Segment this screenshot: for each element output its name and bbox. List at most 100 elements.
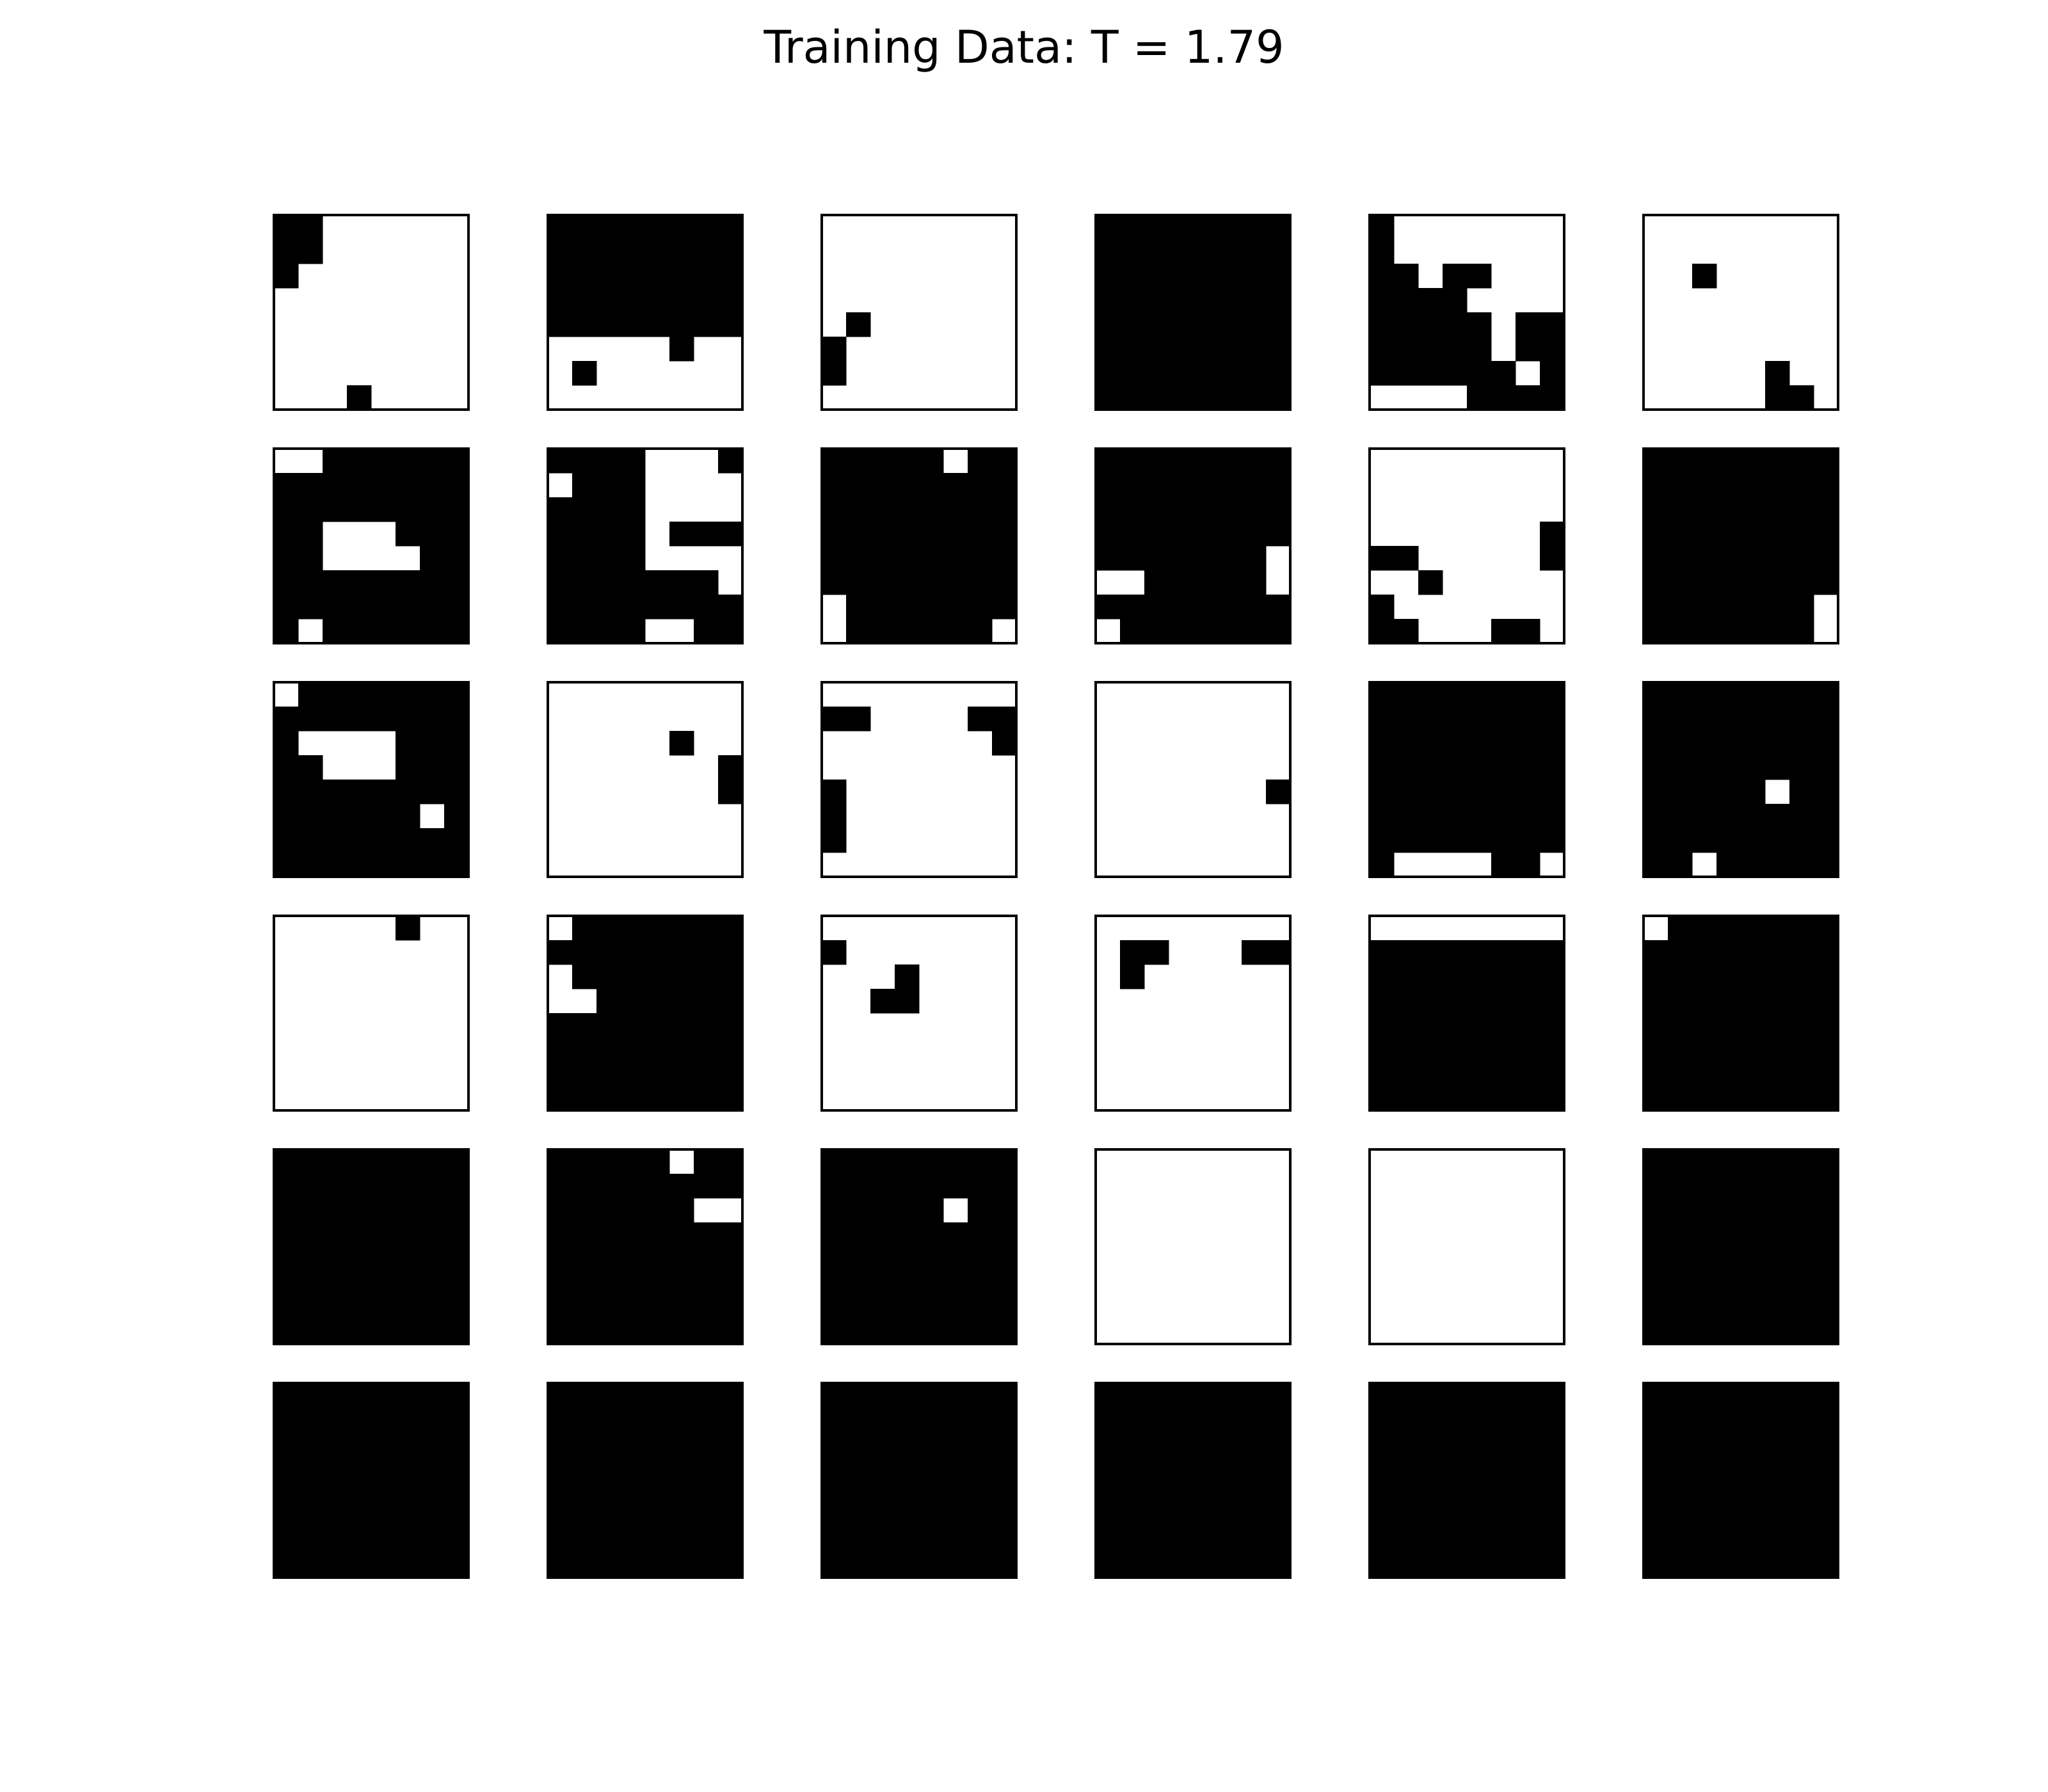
spin-cell	[396, 449, 420, 474]
spin-cell	[822, 522, 847, 547]
spin-cell	[548, 1086, 573, 1111]
spin-cell	[1242, 312, 1267, 337]
spin-cell	[992, 497, 1017, 522]
spin-cell	[694, 1553, 719, 1578]
spin-cell	[621, 1553, 646, 1578]
spin-cell	[1692, 1505, 1717, 1530]
spin-cell	[919, 1456, 944, 1481]
spin-cell	[943, 1456, 968, 1481]
spin-cell	[548, 449, 573, 474]
spin-cell	[420, 570, 445, 595]
spin-cell	[822, 1198, 847, 1223]
spin-cell	[1540, 964, 1565, 989]
spin-cell	[1370, 1456, 1395, 1481]
spin-cell	[1242, 1383, 1267, 1408]
spin-cell	[1418, 804, 1443, 829]
spin-cell	[572, 1432, 597, 1457]
spin-cell	[822, 707, 847, 732]
spin-cell	[274, 1480, 299, 1505]
spin-cell	[1120, 595, 1145, 620]
panel-frame	[273, 1382, 470, 1579]
spin-cell	[572, 1247, 597, 1272]
spin-cell	[444, 731, 469, 756]
spin-cell	[846, 449, 871, 474]
spin-cell	[1765, 964, 1790, 989]
spin-cell	[548, 1456, 573, 1481]
spin-cell	[420, 1480, 445, 1505]
spin-cell	[1370, 361, 1395, 386]
panel-frame	[273, 915, 470, 1112]
spin-cell	[548, 1432, 573, 1457]
spin-cell	[895, 1456, 920, 1481]
spin-cell	[274, 522, 299, 547]
spin-cell	[1644, 989, 1668, 1014]
spin-cell	[1668, 964, 1693, 989]
spin-cell	[621, 1037, 646, 1062]
spin-cell	[694, 522, 719, 547]
spin-cell	[371, 828, 396, 853]
spin-cell	[1814, 804, 1839, 829]
spin-cell	[596, 522, 621, 547]
spin-cell	[298, 682, 323, 707]
spin-cell	[596, 312, 621, 337]
spin-cell	[444, 619, 469, 644]
spin-cell	[992, 570, 1017, 595]
spin-cell	[371, 1456, 396, 1481]
spin-cell	[1716, 1037, 1741, 1062]
spin-cell	[1716, 1149, 1741, 1174]
spin-cell	[645, 964, 670, 989]
spin-cell	[596, 497, 621, 522]
spin-cell	[718, 1149, 743, 1174]
spin-cell	[396, 1198, 420, 1223]
spin-cell	[548, 1529, 573, 1554]
spin-cell	[1266, 780, 1291, 804]
spin-cell	[943, 1295, 968, 1320]
spin-cell	[992, 1456, 1017, 1481]
spin-cell	[444, 1174, 469, 1199]
spin-cell	[1144, 1407, 1169, 1432]
spin-cell	[444, 852, 469, 877]
panel-frame	[547, 1382, 744, 1579]
spin-cell	[1668, 473, 1693, 498]
spin-cell	[1169, 1407, 1194, 1432]
spin-cell	[1668, 852, 1693, 877]
spin-cell	[572, 546, 597, 571]
spin-cell	[347, 1505, 372, 1530]
spin-cell	[1765, 1480, 1790, 1505]
spin-cell	[1692, 755, 1717, 780]
spin-cell	[1120, 1456, 1145, 1481]
spin-cell	[274, 1432, 299, 1457]
spin-cell	[1668, 682, 1693, 707]
spin-cell	[1814, 755, 1839, 780]
spin-cell	[694, 1149, 719, 1174]
spin-cell	[968, 1383, 993, 1408]
spin-cell	[621, 916, 646, 941]
spin-cell	[822, 828, 847, 853]
spin-cell	[1096, 1407, 1121, 1432]
spin-cell	[1789, 473, 1814, 498]
spin-cell	[1217, 570, 1242, 595]
spin-cell	[347, 1432, 372, 1457]
spin-cell	[371, 1407, 396, 1432]
spin-cell	[347, 570, 372, 595]
spin-cell	[1741, 964, 1766, 989]
spin-cell	[1668, 546, 1693, 571]
spin-cell	[1242, 1456, 1267, 1481]
spin-cell	[1491, 1529, 1516, 1554]
spin-cell	[1242, 239, 1267, 264]
spin-cell	[1789, 731, 1814, 756]
spin-cell	[943, 1529, 968, 1554]
spin-cell	[968, 1149, 993, 1174]
spin-cell	[1370, 1062, 1395, 1087]
sample-panel	[547, 1382, 744, 1579]
spin-cell	[572, 449, 597, 474]
spin-cell	[1144, 385, 1169, 410]
spin-cell	[1789, 707, 1814, 732]
spin-cell	[1169, 449, 1194, 474]
spin-cell	[1644, 1432, 1668, 1457]
spin-cell	[371, 570, 396, 595]
spin-cell	[1741, 755, 1766, 780]
spin-cell	[1692, 828, 1717, 853]
spin-cell	[895, 619, 920, 644]
panel-frame	[1368, 681, 1565, 878]
